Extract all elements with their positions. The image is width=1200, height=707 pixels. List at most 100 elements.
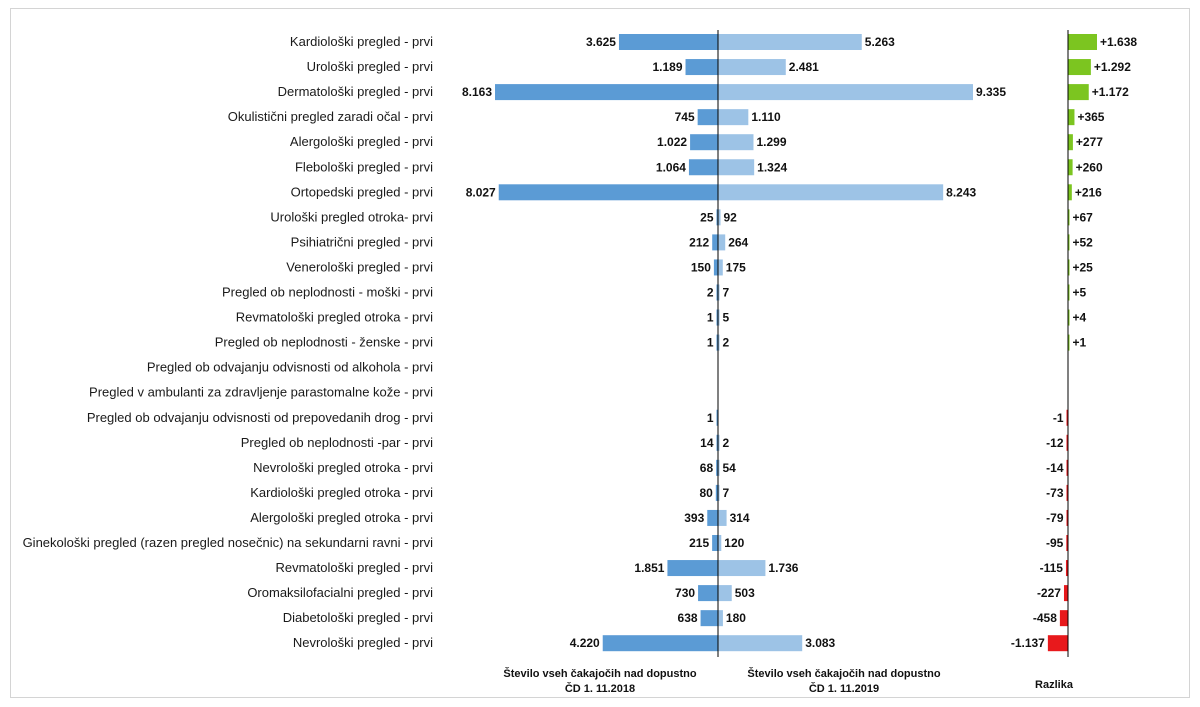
difference-bar-positive [1068,109,1075,126]
value-label-2018: 1.022 [657,135,687,149]
category-label: Pregled ob odvajanju odvisnosti od prepo… [87,410,433,425]
difference-label: +1.638 [1100,35,1137,49]
difference-label: +1.292 [1094,60,1131,74]
difference-label: -12 [1046,436,1064,450]
difference-bar-positive [1068,234,1070,251]
bar-2019 [718,109,749,126]
difference-label: +25 [1073,260,1094,274]
value-label-2019: 7 [723,486,730,500]
difference-label: -73 [1046,486,1064,500]
bar-2019 [718,134,754,151]
difference-label: -14 [1046,461,1064,475]
value-label-2018: 8.163 [462,85,492,99]
right-series-footer-line2: ČD 1. 11.2019 [809,682,879,695]
bar-2019 [718,34,862,50]
difference-label: -1.137 [1011,636,1045,650]
bar-2018 [712,234,718,251]
bar-2019 [718,59,786,76]
value-label-2018: 393 [684,511,704,525]
difference-bar-negative [1047,635,1068,652]
value-label-2018: 4.220 [570,636,600,650]
value-label-2018: 8.027 [466,185,496,199]
value-label-2019: 9.335 [976,85,1006,99]
value-label-2019: 92 [724,210,738,224]
category-label: Nevrološki pregled otroka - prvi [253,460,433,475]
bar-2019 [718,635,803,652]
category-label: Pregled ob odvajanju odvisnosti od alkoh… [147,360,433,375]
bar-2018 [700,610,718,627]
difference-bar-positive [1068,284,1070,301]
value-label-2018: 150 [691,260,711,274]
category-label: Venerološki pregled - prvi [286,259,433,274]
bar-2019 [718,334,720,351]
value-label-2018: 1 [707,311,714,325]
bar-2019 [718,434,720,451]
bar-2019 [718,209,721,226]
bar-2019 [718,560,766,577]
bar-2018 [715,484,718,501]
bar-2019 [718,234,726,251]
difference-bar-negative [1065,560,1068,577]
bar-2018 [667,560,718,577]
difference-bar-negative [1066,535,1068,551]
value-label-2018: 1.189 [652,60,682,74]
bar-2019 [718,610,723,627]
difference-bar-positive [1068,259,1070,276]
category-label: Psihiatrični pregled - prvi [291,234,433,249]
difference-bar-positive [1068,34,1097,50]
value-label-2019: 503 [735,586,755,600]
bar-2018 [688,159,718,176]
difference-bar-positive [1068,209,1070,226]
value-label-2018: 14 [700,436,714,450]
value-label-2019: 2 [723,436,730,450]
value-label-2018: 638 [678,611,698,625]
difference-label: +4 [1073,311,1087,325]
difference-bar-positive [1068,334,1070,351]
value-label-2018: 1.851 [634,561,664,575]
difference-bar-negative [1066,459,1068,476]
difference-bar-negative [1066,409,1068,426]
difference-label: +260 [1076,160,1103,174]
difference-label: -79 [1046,511,1064,525]
bar-2018 [716,309,718,326]
bar-2018 [716,284,718,301]
category-label: Pregled v ambulanti za zdravljenje paras… [89,385,433,400]
bar-2018 [716,459,718,476]
value-label-2019: 1.736 [768,561,798,575]
bar-2019 [718,84,973,101]
value-label-2019: 5.263 [865,35,895,49]
difference-label: +67 [1073,210,1094,224]
value-label-2019: 7 [723,286,730,300]
difference-label: +1.172 [1092,85,1129,99]
value-label-2019: 175 [726,260,746,274]
value-label-2019: 5 [723,311,730,325]
bar-2018 [716,334,718,351]
chart-frame [10,8,1190,698]
difference-label: +277 [1076,135,1103,149]
difference-bar-negative [1066,509,1068,526]
difference-label: +365 [1077,110,1104,124]
value-label-2018: 68 [700,461,714,475]
value-label-2018: 25 [700,210,714,224]
difference-label: -227 [1037,586,1061,600]
difference-label: +1 [1073,336,1087,350]
category-label: Revmatološki pregled otroka - prvi [236,310,433,325]
value-label-2018: 3.625 [586,35,616,49]
difference-bar-positive [1068,134,1073,151]
difference-bar-negative [1059,610,1068,627]
bar-2018 [618,34,718,50]
value-label-2019: 1.324 [757,160,787,174]
category-label: Alergološki pregled - prvi [290,134,433,149]
left-series-footer-line1: Število vseh čakajočih nad dopustno [503,667,696,680]
bar-2018 [707,509,718,526]
difference-bar-positive [1068,159,1073,176]
bar-2018 [716,209,718,226]
bar-2019 [718,184,944,201]
value-label-2018: 730 [675,586,695,600]
left-series-footer-line2: ČD 1. 11.2018 [565,682,635,695]
bar-2019 [718,309,720,326]
category-label: Diabetološki pregled - prvi [283,610,433,625]
difference-label: -115 [1040,561,1064,575]
difference-bar-positive [1068,59,1091,76]
